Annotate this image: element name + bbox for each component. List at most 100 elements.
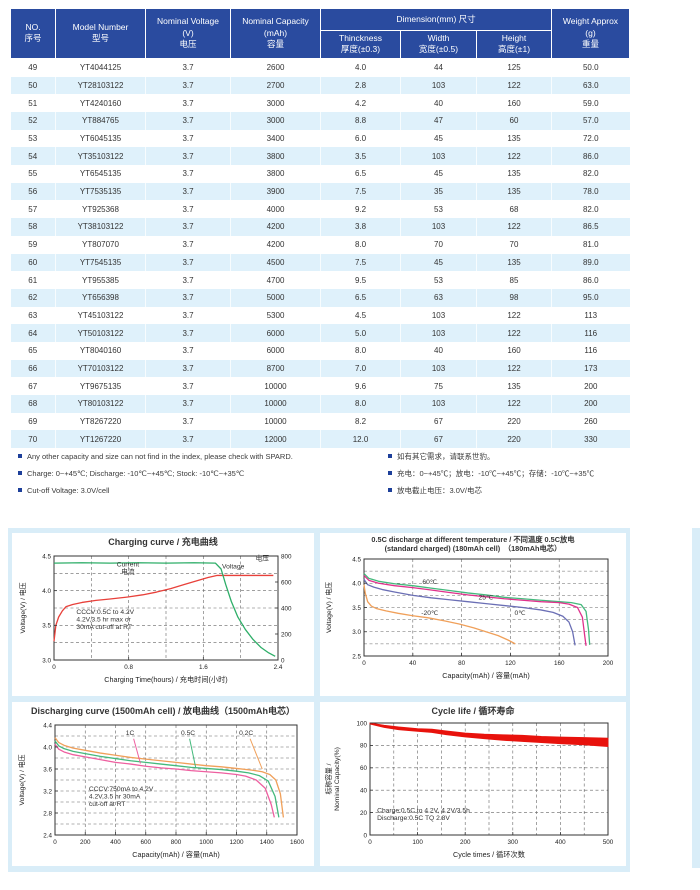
svg-text:Charging Time(hours) / 充电时间(小时: Charging Time(hours) / 充电时间(小时) [104, 675, 227, 684]
svg-text:4.2V,3.5 hr 30mA: 4.2V,3.5 hr 30mA [89, 793, 141, 800]
table-cell: 6.0 [320, 129, 401, 148]
table-cell: 103 [400, 218, 477, 236]
table-cell: 10000 [230, 377, 321, 395]
svg-text:4.2V,3.5 hr max or: 4.2V,3.5 hr max or [76, 617, 131, 624]
table-cell: YT45103122 [55, 306, 146, 325]
col-header-capacity: Nominal Capacity (mAh) 容量 [230, 8, 321, 59]
table-cell: 59 [10, 235, 56, 254]
col-header-voltage: Nominal Voltage (V) 电压 [145, 8, 231, 59]
table-cell: YT8040160 [55, 341, 146, 360]
svg-text:3.0: 3.0 [42, 657, 51, 664]
table-cell: 10000 [230, 412, 321, 431]
table-cell: 220 [476, 430, 552, 449]
svg-text:1200: 1200 [229, 839, 244, 846]
table-cell: 57.0 [582, 116, 599, 126]
svg-text:Current: Current [117, 561, 139, 568]
table-cell: 67 [400, 412, 477, 431]
table-cell: 4700 [230, 271, 321, 289]
table-cell: 4000 [230, 200, 321, 219]
svg-text:0.5C: 0.5C [181, 730, 195, 737]
note-text: Any other capacity and size can not find… [27, 452, 293, 461]
table-cell: 3800 [230, 147, 321, 166]
bullet-square-icon [18, 471, 22, 475]
table-cell: 61 [10, 271, 56, 289]
svg-text:0: 0 [362, 660, 366, 667]
notes-chinese: 如有其它需求，请联系世豹。充电：0~+45℃；放电：-10℃~+45℃；存储：-… [388, 452, 688, 503]
svg-text:4.0: 4.0 [43, 744, 52, 751]
cycle-life-card: Cycle life / 循环寿命 0 100 200 300 400 500 0 20 40 6… [320, 702, 626, 866]
table-cell: 2600 [230, 58, 321, 77]
table-cell: 122 [476, 147, 552, 166]
svg-text:0: 0 [53, 839, 57, 846]
svg-text:400: 400 [555, 839, 566, 846]
table-cell: YT50103122 [55, 324, 146, 342]
table-cell: 40 [400, 94, 477, 112]
table-cell: 2.8 [320, 76, 401, 95]
charging-curve-card: Charging curve / 充电曲线 0 0.8 1.6 2.4 3.0 3.5 4.… [12, 533, 314, 696]
table-cell: 113 [584, 310, 598, 320]
svg-text:2.8: 2.8 [43, 810, 52, 817]
table-cell: 52 [10, 112, 56, 130]
svg-text:CCCV:750mA to 4.2V: CCCV:750mA to 4.2V [89, 786, 154, 793]
svg-text:1000: 1000 [199, 839, 214, 846]
svg-text:1C: 1C [126, 730, 135, 737]
table-cell: 125 [476, 58, 552, 77]
bullet-square-icon [18, 454, 22, 458]
col-header-weight: Weight Approx (g) 重量 [551, 8, 630, 59]
chart-title-discharging: Discharging curve (1500mAh cell) / 放电曲线（… [30, 706, 296, 716]
page-edge [692, 528, 700, 868]
svg-text:3.2: 3.2 [43, 788, 52, 795]
table-row: 49 YT4044125 3.7 2600 4.0 44 125 50.0 [10, 58, 630, 77]
table-cell: 53 [400, 271, 477, 289]
table-cell: 86.0 [582, 275, 599, 285]
charts-panel: Charging curve / 充电曲线 0 0.8 1.6 2.4 3.0 3.5 4.… [8, 528, 630, 872]
table-cell: 9.5 [320, 271, 401, 289]
table-cell: 60 [476, 112, 552, 130]
note-text: Cut-off Voltage: 3.0V/cell [27, 486, 110, 495]
table-row: 50 YT28103122 3.7 2700 2.8 103 122 63.0 [10, 76, 630, 95]
chart-title-temperature: 0.5C discharge at different temperature … [320, 535, 626, 554]
table-cell: 57 [10, 200, 56, 219]
table-cell: 122 [476, 218, 552, 236]
svg-text:4.5: 4.5 [42, 553, 51, 560]
table-cell: 7.5 [320, 182, 401, 201]
svg-text:1.6: 1.6 [199, 664, 208, 671]
table-row: 58 YT38103122 3.7 4200 3.8 103 122 86.5 [10, 218, 630, 236]
note-text: 如有其它需求，请联系世豹。 [397, 452, 495, 461]
discharging-curve-card: Discharging curve (1500mAh cell) / 放电曲线（… [12, 702, 314, 866]
table-cell: 5.0 [320, 324, 401, 342]
table-cell: YT656398 [55, 288, 146, 307]
table-cell: 82.0 [582, 204, 599, 214]
table-cell: 63.0 [582, 80, 599, 90]
table-cell: 3.7 [145, 271, 231, 289]
table-row: 54 YT35103122 3.7 3800 3.5 103 122 86.0 [10, 147, 630, 166]
table-cell: 3.7 [145, 412, 231, 431]
table-cell: 44 [400, 58, 477, 77]
svg-text:60: 60 [360, 765, 368, 772]
table-row: 51 YT4240160 3.7 3000 4.2 40 160 59.0 [10, 94, 630, 112]
table-cell: 3900 [230, 182, 321, 201]
svg-text:4.5: 4.5 [352, 556, 361, 563]
note-item-chinese: 充电：0~+45℃；放电：-10℃~+45℃；存储：-10℃~+35℃ [388, 469, 688, 478]
table-cell: 9.2 [320, 200, 401, 219]
svg-text:电压: 电压 [256, 553, 270, 562]
table-cell: YT8267220 [55, 412, 146, 431]
table-cell: YT70103122 [55, 359, 146, 378]
svg-text:0.2C: 0.2C [239, 730, 253, 737]
table-cell: 3.7 [145, 341, 231, 360]
table-cell: 45 [400, 165, 477, 183]
table-cell: YT7535135 [55, 182, 146, 201]
svg-text:40: 40 [360, 787, 368, 794]
note-text: 充电：0~+45℃；放电：-10℃~+45℃；存储：-10℃~+35℃ [397, 469, 595, 478]
table-cell: 3800 [230, 165, 321, 183]
table-cell: 68 [476, 200, 552, 219]
table-cell: 9.6 [320, 377, 401, 395]
svg-text:25℃: 25℃ [479, 594, 494, 601]
svg-text:0℃: 0℃ [515, 609, 527, 616]
table-cell: 116 [584, 328, 598, 338]
svg-text:120: 120 [505, 660, 516, 667]
note-item-english: Any other capacity and size can not find… [18, 452, 370, 461]
table-cell: 3.7 [145, 218, 231, 236]
table-cell: 95.0 [582, 293, 599, 303]
notes-english: Any other capacity and size can not find… [18, 452, 370, 503]
